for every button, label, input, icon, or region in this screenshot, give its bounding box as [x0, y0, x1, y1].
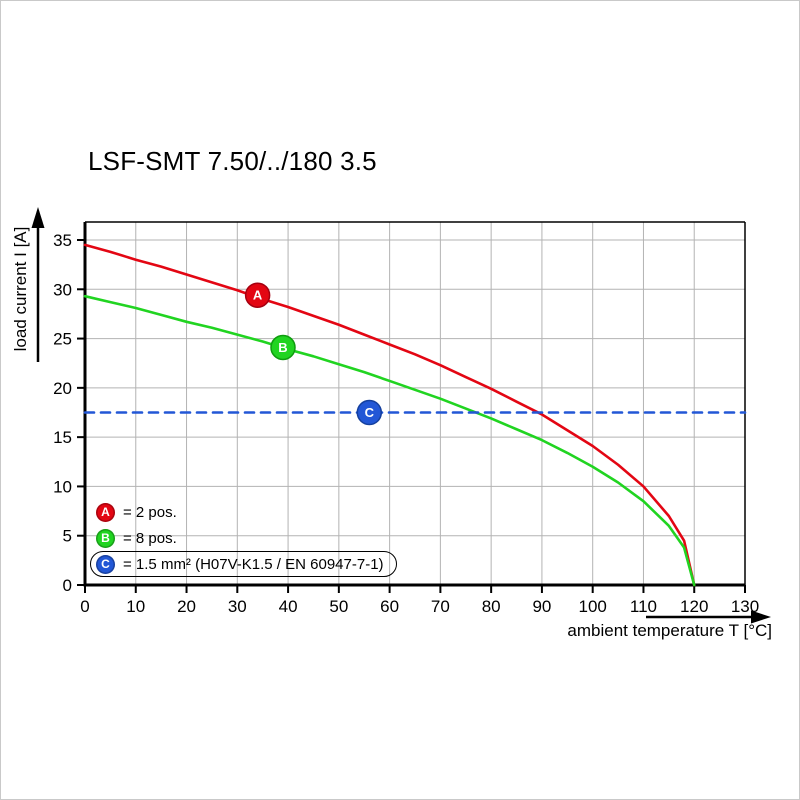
x-axis-label: ambient temperature T [°C] — [567, 621, 772, 640]
y-tick-label: 20 — [53, 379, 72, 398]
series-b-marker-icon: B — [96, 528, 115, 548]
series-point-marker-b — [270, 334, 296, 361]
legend-label-b: = 8 pos. — [123, 529, 177, 547]
x-tick-label: 110 — [630, 597, 657, 616]
legend-marker-letter: A — [101, 505, 110, 519]
x-tick-label: 20 — [177, 597, 196, 616]
y-tick-label: 35 — [53, 231, 72, 250]
series-point-letter: A — [253, 288, 263, 303]
x-tick-label: 80 — [482, 597, 501, 616]
legend: A = 2 pos. B = 8 pos. C = 1.5 mm² (H07V-… — [90, 499, 397, 577]
legend-marker-letter: B — [101, 531, 110, 545]
series-curve-a — [83, 243, 696, 587]
series-point-marker-c — [356, 399, 383, 426]
chart-title: LSF-SMT 7.50/../180 3.5 — [88, 146, 377, 176]
legend-item-b: B = 8 pos. — [96, 525, 397, 551]
series-point-letter: B — [278, 340, 287, 355]
x-tick-label: 100 — [579, 597, 607, 616]
legend-item-a: A = 2 pos. — [96, 499, 397, 525]
x-tick-label: 70 — [431, 597, 450, 616]
legend-marker-letter: C — [101, 557, 110, 571]
x-tick-label: 30 — [228, 597, 247, 616]
y-tick-label: 5 — [63, 527, 72, 546]
x-tick-label: 50 — [329, 597, 348, 616]
y-tick-label: 25 — [53, 330, 72, 349]
legend-label-c: = 1.5 mm² (H07V-K1.5 / EN 60947-7-1) — [123, 555, 384, 573]
series-a-marker-icon: A — [96, 502, 115, 522]
legend-label-a: = 2 pos. — [123, 503, 177, 521]
x-tick-label: 120 — [680, 597, 708, 616]
y-tick-label: 10 — [53, 477, 72, 496]
series-point-marker-a — [244, 282, 271, 308]
y-tick-label: 30 — [53, 280, 72, 299]
x-tick-label: 90 — [532, 597, 551, 616]
x-tick-label: 60 — [380, 597, 399, 616]
x-axis-arrow-head-icon — [751, 610, 771, 624]
legend-item-c: C = 1.5 mm² (H07V-K1.5 / EN 60947-7-1) — [90, 551, 397, 577]
y-axis-arrow-head-icon — [31, 207, 45, 228]
y-tick-label: 15 — [53, 428, 72, 447]
series-point-letter: C — [365, 405, 375, 420]
x-tick-label: 10 — [126, 597, 145, 616]
y-tick-label: 0 — [63, 576, 72, 595]
x-tick-label: 0 — [80, 597, 89, 616]
x-tick-label: 40 — [279, 597, 298, 616]
series-c-marker-icon: C — [96, 554, 115, 574]
series-curve-b — [83, 294, 696, 587]
